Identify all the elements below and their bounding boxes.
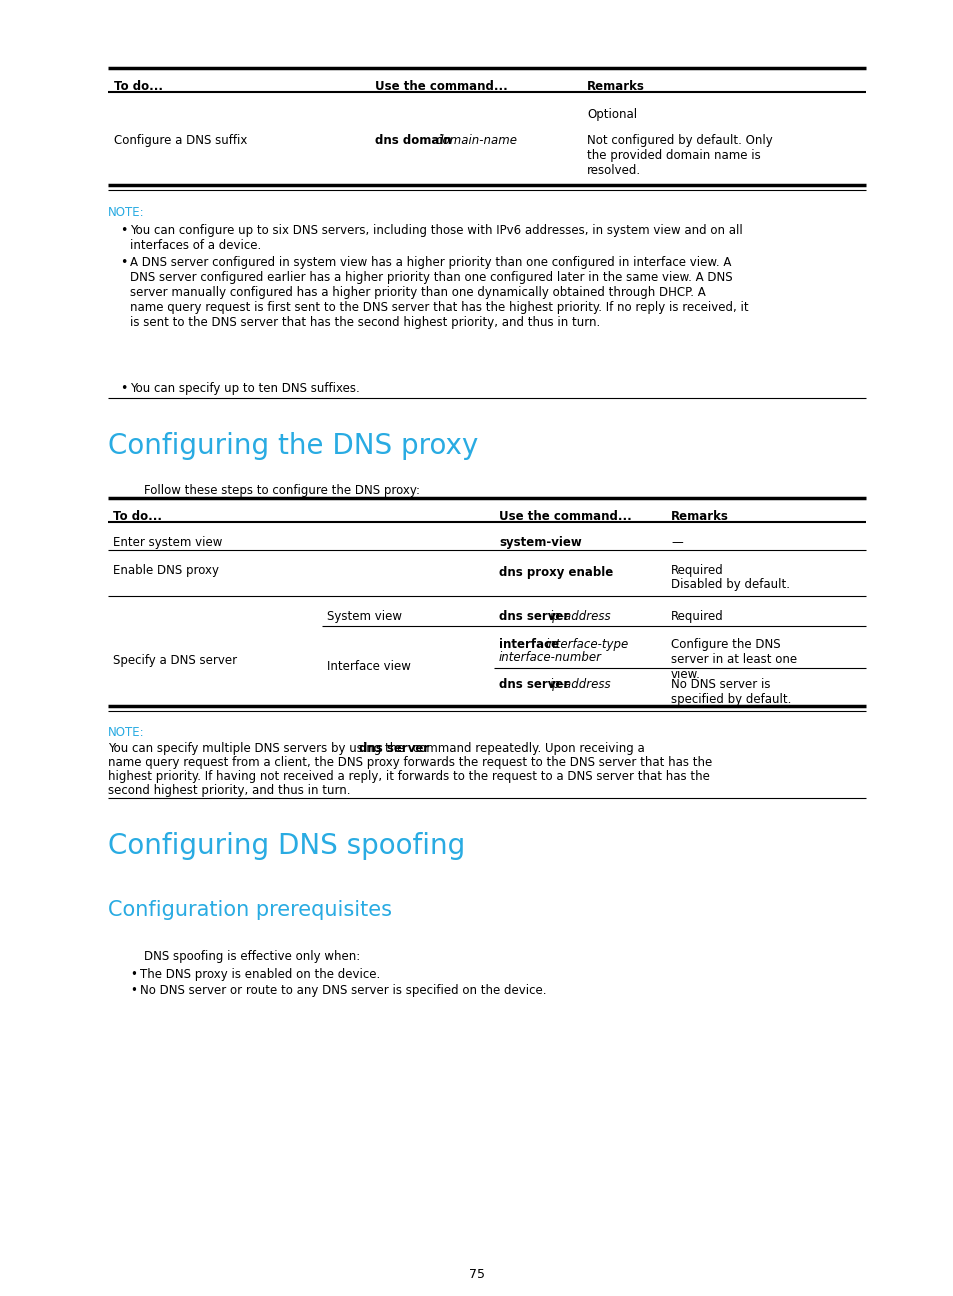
Text: Configuring the DNS proxy: Configuring the DNS proxy xyxy=(108,432,477,460)
Text: You can specify multiple DNS servers by using the: You can specify multiple DNS servers by … xyxy=(108,743,408,756)
Text: Disabled by default.: Disabled by default. xyxy=(670,578,789,591)
Text: Required: Required xyxy=(670,564,723,577)
Text: Configuration prerequisites: Configuration prerequisites xyxy=(108,899,392,920)
Text: Remarks: Remarks xyxy=(586,80,644,93)
Text: You can specify up to ten DNS suffixes.: You can specify up to ten DNS suffixes. xyxy=(130,382,359,395)
Text: Configure the DNS
server in at least one
view.: Configure the DNS server in at least one… xyxy=(670,638,797,680)
Text: You can configure up to six DNS servers, including those with IPv6 addresses, in: You can configure up to six DNS servers,… xyxy=(130,224,742,251)
Text: NOTE:: NOTE: xyxy=(108,206,145,219)
Text: Use the command...: Use the command... xyxy=(375,80,507,93)
Text: —: — xyxy=(670,537,682,550)
Text: command repeatedly. Upon receiving a: command repeatedly. Upon receiving a xyxy=(409,743,644,756)
Text: NOTE:: NOTE: xyxy=(108,726,145,739)
Text: second highest priority, and thus in turn.: second highest priority, and thus in tur… xyxy=(108,784,350,797)
Text: No DNS server or route to any DNS server is specified on the device.: No DNS server or route to any DNS server… xyxy=(140,984,546,997)
Text: Enter system view: Enter system view xyxy=(112,537,222,550)
Text: ip-address: ip-address xyxy=(550,678,611,691)
Text: dns domain: dns domain xyxy=(375,133,456,146)
Text: interface-type: interface-type xyxy=(545,638,629,651)
Text: Remarks: Remarks xyxy=(670,511,728,524)
Text: Configure a DNS suffix: Configure a DNS suffix xyxy=(113,133,247,146)
Text: Use the command...: Use the command... xyxy=(498,511,631,524)
Text: DNS spoofing is effective only when:: DNS spoofing is effective only when: xyxy=(144,950,360,963)
Text: dns server: dns server xyxy=(498,678,573,691)
Text: dns proxy enable: dns proxy enable xyxy=(498,566,613,579)
Text: Interface view: Interface view xyxy=(327,660,411,673)
Text: •: • xyxy=(130,968,136,981)
Text: No DNS server is
specified by default.: No DNS server is specified by default. xyxy=(670,678,791,706)
Text: system-view: system-view xyxy=(498,537,581,550)
Text: •: • xyxy=(120,224,128,237)
Text: dns server: dns server xyxy=(358,743,429,756)
Text: A DNS server configured in system view has a higher priority than one configured: A DNS server configured in system view h… xyxy=(130,257,748,329)
Text: ip-address: ip-address xyxy=(550,610,611,623)
Text: To do...: To do... xyxy=(112,511,162,524)
Text: Follow these steps to configure the DNS proxy:: Follow these steps to configure the DNS … xyxy=(144,483,419,496)
Text: Configuring DNS spoofing: Configuring DNS spoofing xyxy=(108,832,465,861)
Text: highest priority. If having not received a reply, it forwards to the request to : highest priority. If having not received… xyxy=(108,770,709,783)
Text: dns server: dns server xyxy=(498,610,573,623)
Text: Required: Required xyxy=(670,610,723,623)
Text: Not configured by default. Only
the provided domain name is
resolved.: Not configured by default. Only the prov… xyxy=(586,133,772,178)
Text: Enable DNS proxy: Enable DNS proxy xyxy=(112,564,219,577)
Text: The DNS proxy is enabled on the device.: The DNS proxy is enabled on the device. xyxy=(140,968,380,981)
Text: To do...: To do... xyxy=(113,80,163,93)
Text: Optional: Optional xyxy=(586,108,637,121)
Text: System view: System view xyxy=(327,610,401,623)
Text: Specify a DNS server: Specify a DNS server xyxy=(112,654,237,667)
Text: name query request from a client, the DNS proxy forwards the request to the DNS : name query request from a client, the DN… xyxy=(108,756,712,769)
Text: •: • xyxy=(120,382,128,395)
Text: 75: 75 xyxy=(469,1267,484,1280)
Text: interface-number: interface-number xyxy=(498,651,601,664)
Text: •: • xyxy=(120,257,128,270)
Text: interface: interface xyxy=(498,638,562,651)
Text: •: • xyxy=(130,984,136,997)
Text: domain-name: domain-name xyxy=(435,133,517,146)
